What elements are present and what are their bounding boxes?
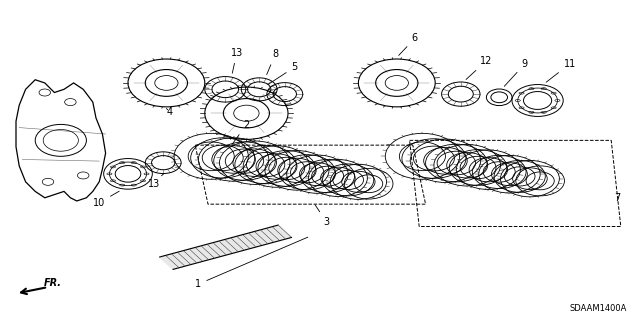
- Text: FR.: FR.: [44, 278, 61, 288]
- Text: 8: 8: [267, 49, 278, 75]
- Text: 12: 12: [466, 56, 493, 79]
- Text: SDAAM1400A: SDAAM1400A: [570, 304, 627, 313]
- Polygon shape: [160, 225, 291, 269]
- Text: 10: 10: [93, 191, 119, 208]
- Text: 9: 9: [504, 59, 528, 86]
- Text: 7: 7: [614, 193, 621, 203]
- Text: 6: 6: [399, 33, 418, 56]
- Text: 1: 1: [195, 237, 308, 289]
- Text: 13: 13: [230, 48, 243, 73]
- Text: 5: 5: [268, 62, 298, 85]
- Text: 13: 13: [147, 174, 163, 189]
- Text: 3: 3: [315, 205, 330, 227]
- Text: 11: 11: [546, 59, 576, 82]
- Text: 2: 2: [232, 120, 250, 145]
- Text: 4: 4: [166, 107, 173, 117]
